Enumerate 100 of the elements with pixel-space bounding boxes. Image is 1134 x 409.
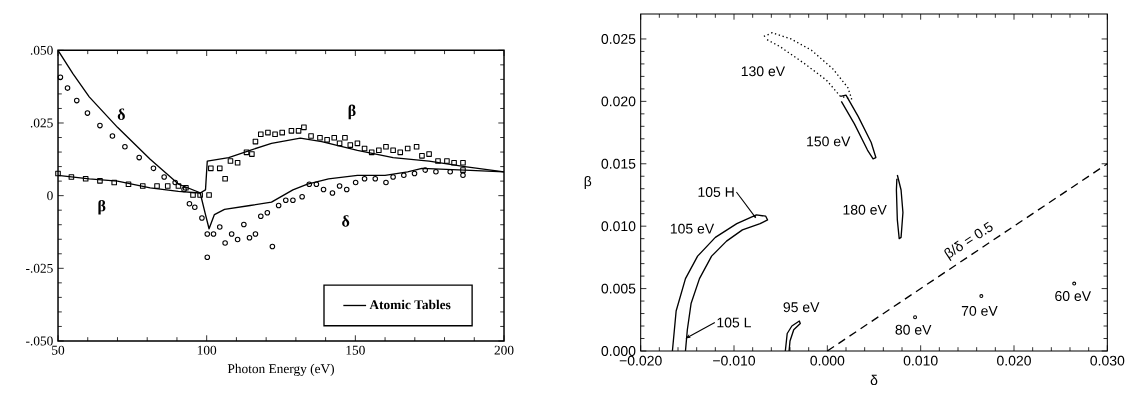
x-tick-label: −0.020: [619, 355, 662, 366]
point: [122, 144, 128, 150]
annotation: 70 eV: [961, 305, 998, 316]
point: [390, 174, 396, 180]
point: [68, 174, 75, 180]
point: [222, 175, 228, 182]
point: [191, 204, 198, 211]
x-axis-title: δ: [870, 374, 878, 386]
point: [411, 170, 418, 177]
point: [64, 85, 71, 91]
point: [97, 122, 103, 129]
point: [979, 294, 984, 299]
point: [413, 144, 420, 150]
point: [444, 158, 450, 164]
point: [460, 167, 466, 173]
annotation: 105 L: [717, 317, 751, 328]
point: [252, 231, 259, 237]
point: [308, 133, 314, 139]
y-tick-label: -.025: [26, 263, 53, 273]
point: [1072, 281, 1077, 286]
point: [352, 179, 359, 186]
annotation: 105 eV: [670, 223, 715, 234]
annotation: δ: [342, 215, 350, 227]
point: [206, 192, 212, 198]
point: [324, 137, 330, 143]
point: [216, 224, 223, 230]
point: [222, 240, 228, 246]
point: [343, 186, 350, 193]
point: [419, 153, 425, 159]
point: [109, 133, 116, 139]
y-tick-label: 0: [47, 191, 53, 201]
annotation: 60 eV: [1055, 291, 1091, 302]
y-axis-title: β: [584, 175, 592, 190]
point: [111, 179, 118, 186]
point: [204, 231, 211, 237]
y-tick-label: .025: [30, 118, 53, 128]
point: [329, 190, 336, 196]
annotation: 180 eV: [843, 204, 887, 215]
point: [257, 131, 264, 138]
point: [390, 147, 396, 154]
annotation: 80 eV: [895, 324, 932, 335]
point: [154, 183, 160, 189]
point: [234, 160, 241, 166]
annotation: β: [98, 199, 106, 215]
point: [288, 128, 295, 134]
point: [136, 154, 142, 161]
x-tick-label: 200: [494, 345, 514, 355]
annotation: β: [348, 104, 356, 120]
point: [354, 140, 361, 147]
y-tick-label: 0.020: [601, 96, 636, 107]
point: [161, 174, 167, 180]
point: [150, 165, 157, 172]
point: [264, 210, 271, 216]
point: [186, 200, 193, 207]
point: [347, 142, 354, 148]
point: [139, 183, 146, 189]
x-tick-label: 150: [346, 345, 365, 355]
x-tick-label: 0.020: [997, 355, 1031, 366]
point: [227, 158, 234, 164]
point: [84, 110, 91, 116]
y-tick-label: 0.010: [601, 221, 636, 232]
point: [269, 243, 276, 250]
x-axis-title: Photon Energy (eV): [227, 363, 334, 376]
point: [282, 197, 289, 204]
point: [175, 183, 182, 189]
y-tick-label: 0.015: [601, 158, 636, 169]
point: [257, 213, 264, 220]
point: [451, 160, 457, 166]
point: [216, 165, 223, 172]
annotation: β/δ = 0.5: [944, 221, 993, 262]
point: [331, 135, 338, 141]
point: [228, 231, 235, 237]
point: [208, 165, 214, 172]
point: [82, 175, 89, 182]
point: [252, 138, 259, 145]
point: [320, 186, 327, 193]
point: [290, 197, 296, 204]
point: [422, 167, 429, 173]
annotation: δ: [117, 108, 125, 120]
point: [125, 181, 132, 188]
point: [299, 194, 305, 200]
point: [234, 236, 241, 243]
point: [275, 202, 282, 209]
point: [295, 128, 302, 134]
x-tick-label: −0.010: [713, 355, 756, 366]
point: [397, 149, 404, 156]
point: [361, 145, 368, 152]
point: [301, 124, 307, 131]
point: [272, 131, 278, 138]
point: [57, 74, 64, 81]
point: [376, 147, 382, 154]
point: [383, 144, 389, 150]
point: [265, 129, 271, 136]
annotation: 95 eV: [783, 302, 820, 313]
annotation: 150 eV: [807, 136, 851, 147]
point: [246, 234, 253, 241]
x-tick-label: 0.010: [903, 355, 938, 366]
annotation: 105 H: [698, 187, 734, 197]
point: [433, 169, 439, 175]
legend-label: Atomic Tables: [369, 299, 451, 310]
